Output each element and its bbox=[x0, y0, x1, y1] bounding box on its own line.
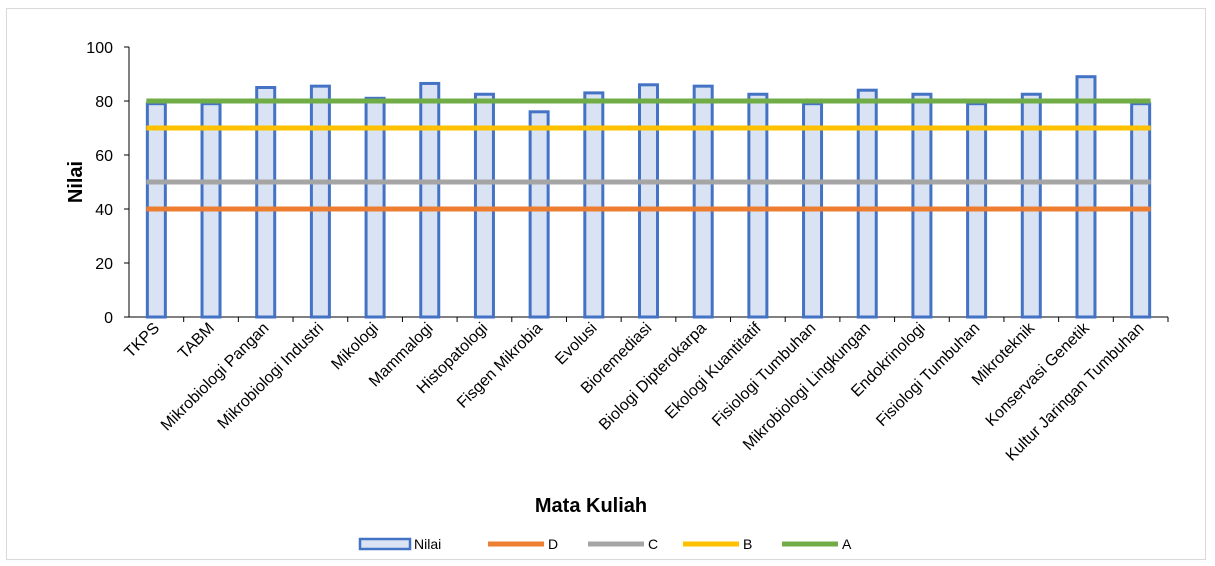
x-tick-label: Biologi Dipterokarpa bbox=[596, 320, 710, 434]
x-tick-label: Mikrobiologi Pangan bbox=[158, 320, 273, 435]
bars-layer bbox=[145, 75, 1152, 319]
reference-lines-layer bbox=[146, 98, 1151, 212]
bar bbox=[255, 86, 277, 319]
x-tick-label: Mikologi bbox=[328, 320, 382, 374]
bar bbox=[747, 92, 769, 319]
x-tick-label: Fisiologi Tumbuhan bbox=[873, 320, 983, 430]
legend-swatch-nilai bbox=[358, 537, 412, 551]
x-axis-title: Mata Kuliah bbox=[535, 495, 647, 517]
x-tick-label: Mikrobiologi Industri bbox=[215, 320, 328, 433]
y-tick-label: 60 bbox=[95, 148, 113, 165]
y-tick-label: 40 bbox=[95, 202, 113, 219]
y-tick-label: 80 bbox=[95, 94, 113, 111]
x-tick-label: Konservasi Genetik bbox=[983, 319, 1094, 430]
legend-label: D bbox=[548, 536, 558, 552]
y-tick-label: 100 bbox=[86, 40, 113, 57]
x-tick-label: Evolusi bbox=[552, 320, 600, 368]
x-tick-label: TKPS bbox=[122, 320, 164, 362]
bar bbox=[638, 83, 659, 319]
bar bbox=[1020, 92, 1042, 319]
bar bbox=[692, 84, 714, 319]
bar bbox=[583, 91, 605, 319]
legend-label: B bbox=[743, 536, 752, 552]
x-tick-label: Ekologi Kuantitatif bbox=[662, 319, 765, 422]
y-tick-label: 20 bbox=[95, 256, 113, 273]
x-tick-label: Fisiologi Tumbuhan bbox=[709, 320, 819, 430]
bar bbox=[528, 110, 550, 319]
y-tick-label: 0 bbox=[104, 310, 113, 327]
legend-label: A bbox=[842, 536, 852, 552]
bar bbox=[309, 84, 331, 319]
legend-label: C bbox=[648, 536, 658, 552]
legend: Nilai D C B A bbox=[358, 536, 852, 552]
bar bbox=[1075, 75, 1097, 319]
bar bbox=[911, 92, 933, 319]
bar bbox=[473, 92, 495, 319]
bar bbox=[856, 88, 878, 319]
legend-label: Nilai bbox=[414, 536, 441, 552]
x-tick-label: TABM bbox=[175, 320, 218, 363]
bar bbox=[419, 81, 441, 319]
y-axis-title: Nilai bbox=[65, 161, 87, 203]
